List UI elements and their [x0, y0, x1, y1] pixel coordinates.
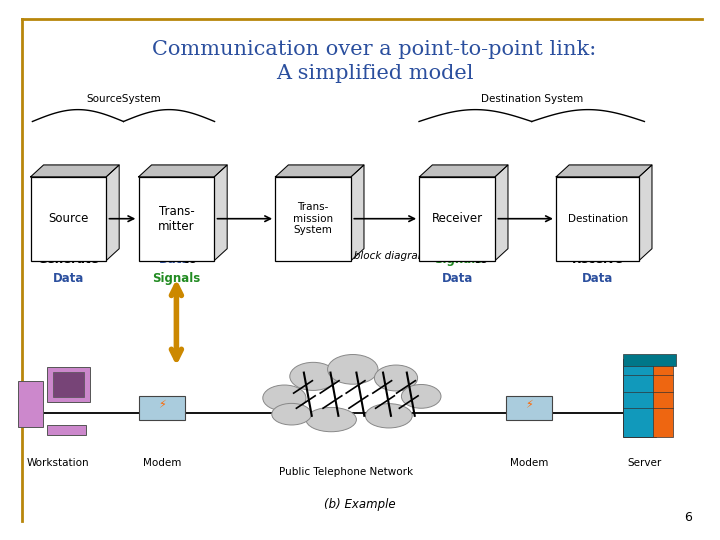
Text: A simplified model: A simplified model — [276, 64, 473, 83]
FancyBboxPatch shape — [623, 354, 676, 366]
Polygon shape — [495, 165, 508, 261]
Polygon shape — [556, 165, 652, 177]
Text: Communication over a point-to-point link:: Communication over a point-to-point link… — [152, 40, 597, 59]
Text: Source: Source — [48, 212, 89, 225]
Text: Signals: Signals — [434, 253, 482, 266]
Polygon shape — [351, 165, 364, 261]
Ellipse shape — [366, 404, 412, 428]
Text: Generate: Generate — [37, 253, 99, 266]
Ellipse shape — [306, 407, 356, 432]
Text: 6: 6 — [684, 511, 691, 524]
FancyBboxPatch shape — [47, 425, 86, 435]
Polygon shape — [30, 165, 119, 177]
Polygon shape — [419, 165, 508, 177]
Ellipse shape — [263, 385, 306, 411]
Text: to: to — [470, 253, 488, 266]
Ellipse shape — [289, 362, 336, 390]
Text: (b) Example: (b) Example — [324, 498, 396, 511]
Text: Data: Data — [582, 272, 613, 285]
Ellipse shape — [328, 354, 378, 384]
Polygon shape — [639, 165, 652, 261]
FancyBboxPatch shape — [53, 372, 84, 397]
Polygon shape — [107, 165, 119, 261]
Text: Receiver: Receiver — [431, 212, 483, 225]
Text: Trans-
mitter: Trans- mitter — [158, 205, 194, 233]
FancyBboxPatch shape — [419, 177, 495, 261]
FancyBboxPatch shape — [275, 177, 351, 261]
Text: Data: Data — [158, 253, 190, 266]
Text: Signals: Signals — [152, 272, 201, 285]
Polygon shape — [138, 165, 228, 177]
Text: SourceSystem: SourceSystem — [86, 93, 161, 104]
Text: Data: Data — [53, 272, 84, 285]
Text: Server: Server — [627, 458, 662, 468]
Polygon shape — [215, 165, 228, 261]
Text: Public Telephone Network: Public Telephone Network — [279, 467, 413, 477]
Ellipse shape — [374, 365, 418, 391]
FancyBboxPatch shape — [139, 396, 185, 420]
Text: Modem: Modem — [510, 458, 549, 468]
Text: Workstation: Workstation — [27, 458, 89, 468]
Text: Destination System: Destination System — [480, 93, 583, 104]
FancyBboxPatch shape — [506, 396, 552, 420]
Text: Receive: Receive — [572, 253, 624, 266]
Text: ⚡: ⚡ — [526, 400, 533, 410]
Text: Modem: Modem — [143, 458, 181, 468]
Ellipse shape — [402, 384, 441, 408]
FancyBboxPatch shape — [18, 381, 43, 427]
Text: Trans-
mission
System: Trans- mission System — [293, 202, 333, 235]
FancyBboxPatch shape — [138, 177, 215, 261]
Text: ⚡: ⚡ — [158, 400, 166, 410]
FancyBboxPatch shape — [556, 177, 639, 261]
Text: to: to — [179, 253, 197, 266]
Text: Destination: Destination — [567, 214, 628, 224]
FancyBboxPatch shape — [30, 177, 107, 261]
Ellipse shape — [271, 403, 311, 425]
FancyBboxPatch shape — [47, 367, 90, 402]
Text: (a) General block diagram: (a) General block diagram — [292, 251, 428, 261]
Polygon shape — [275, 165, 364, 177]
FancyBboxPatch shape — [653, 359, 673, 437]
FancyBboxPatch shape — [623, 359, 656, 437]
Text: Data: Data — [441, 272, 473, 285]
